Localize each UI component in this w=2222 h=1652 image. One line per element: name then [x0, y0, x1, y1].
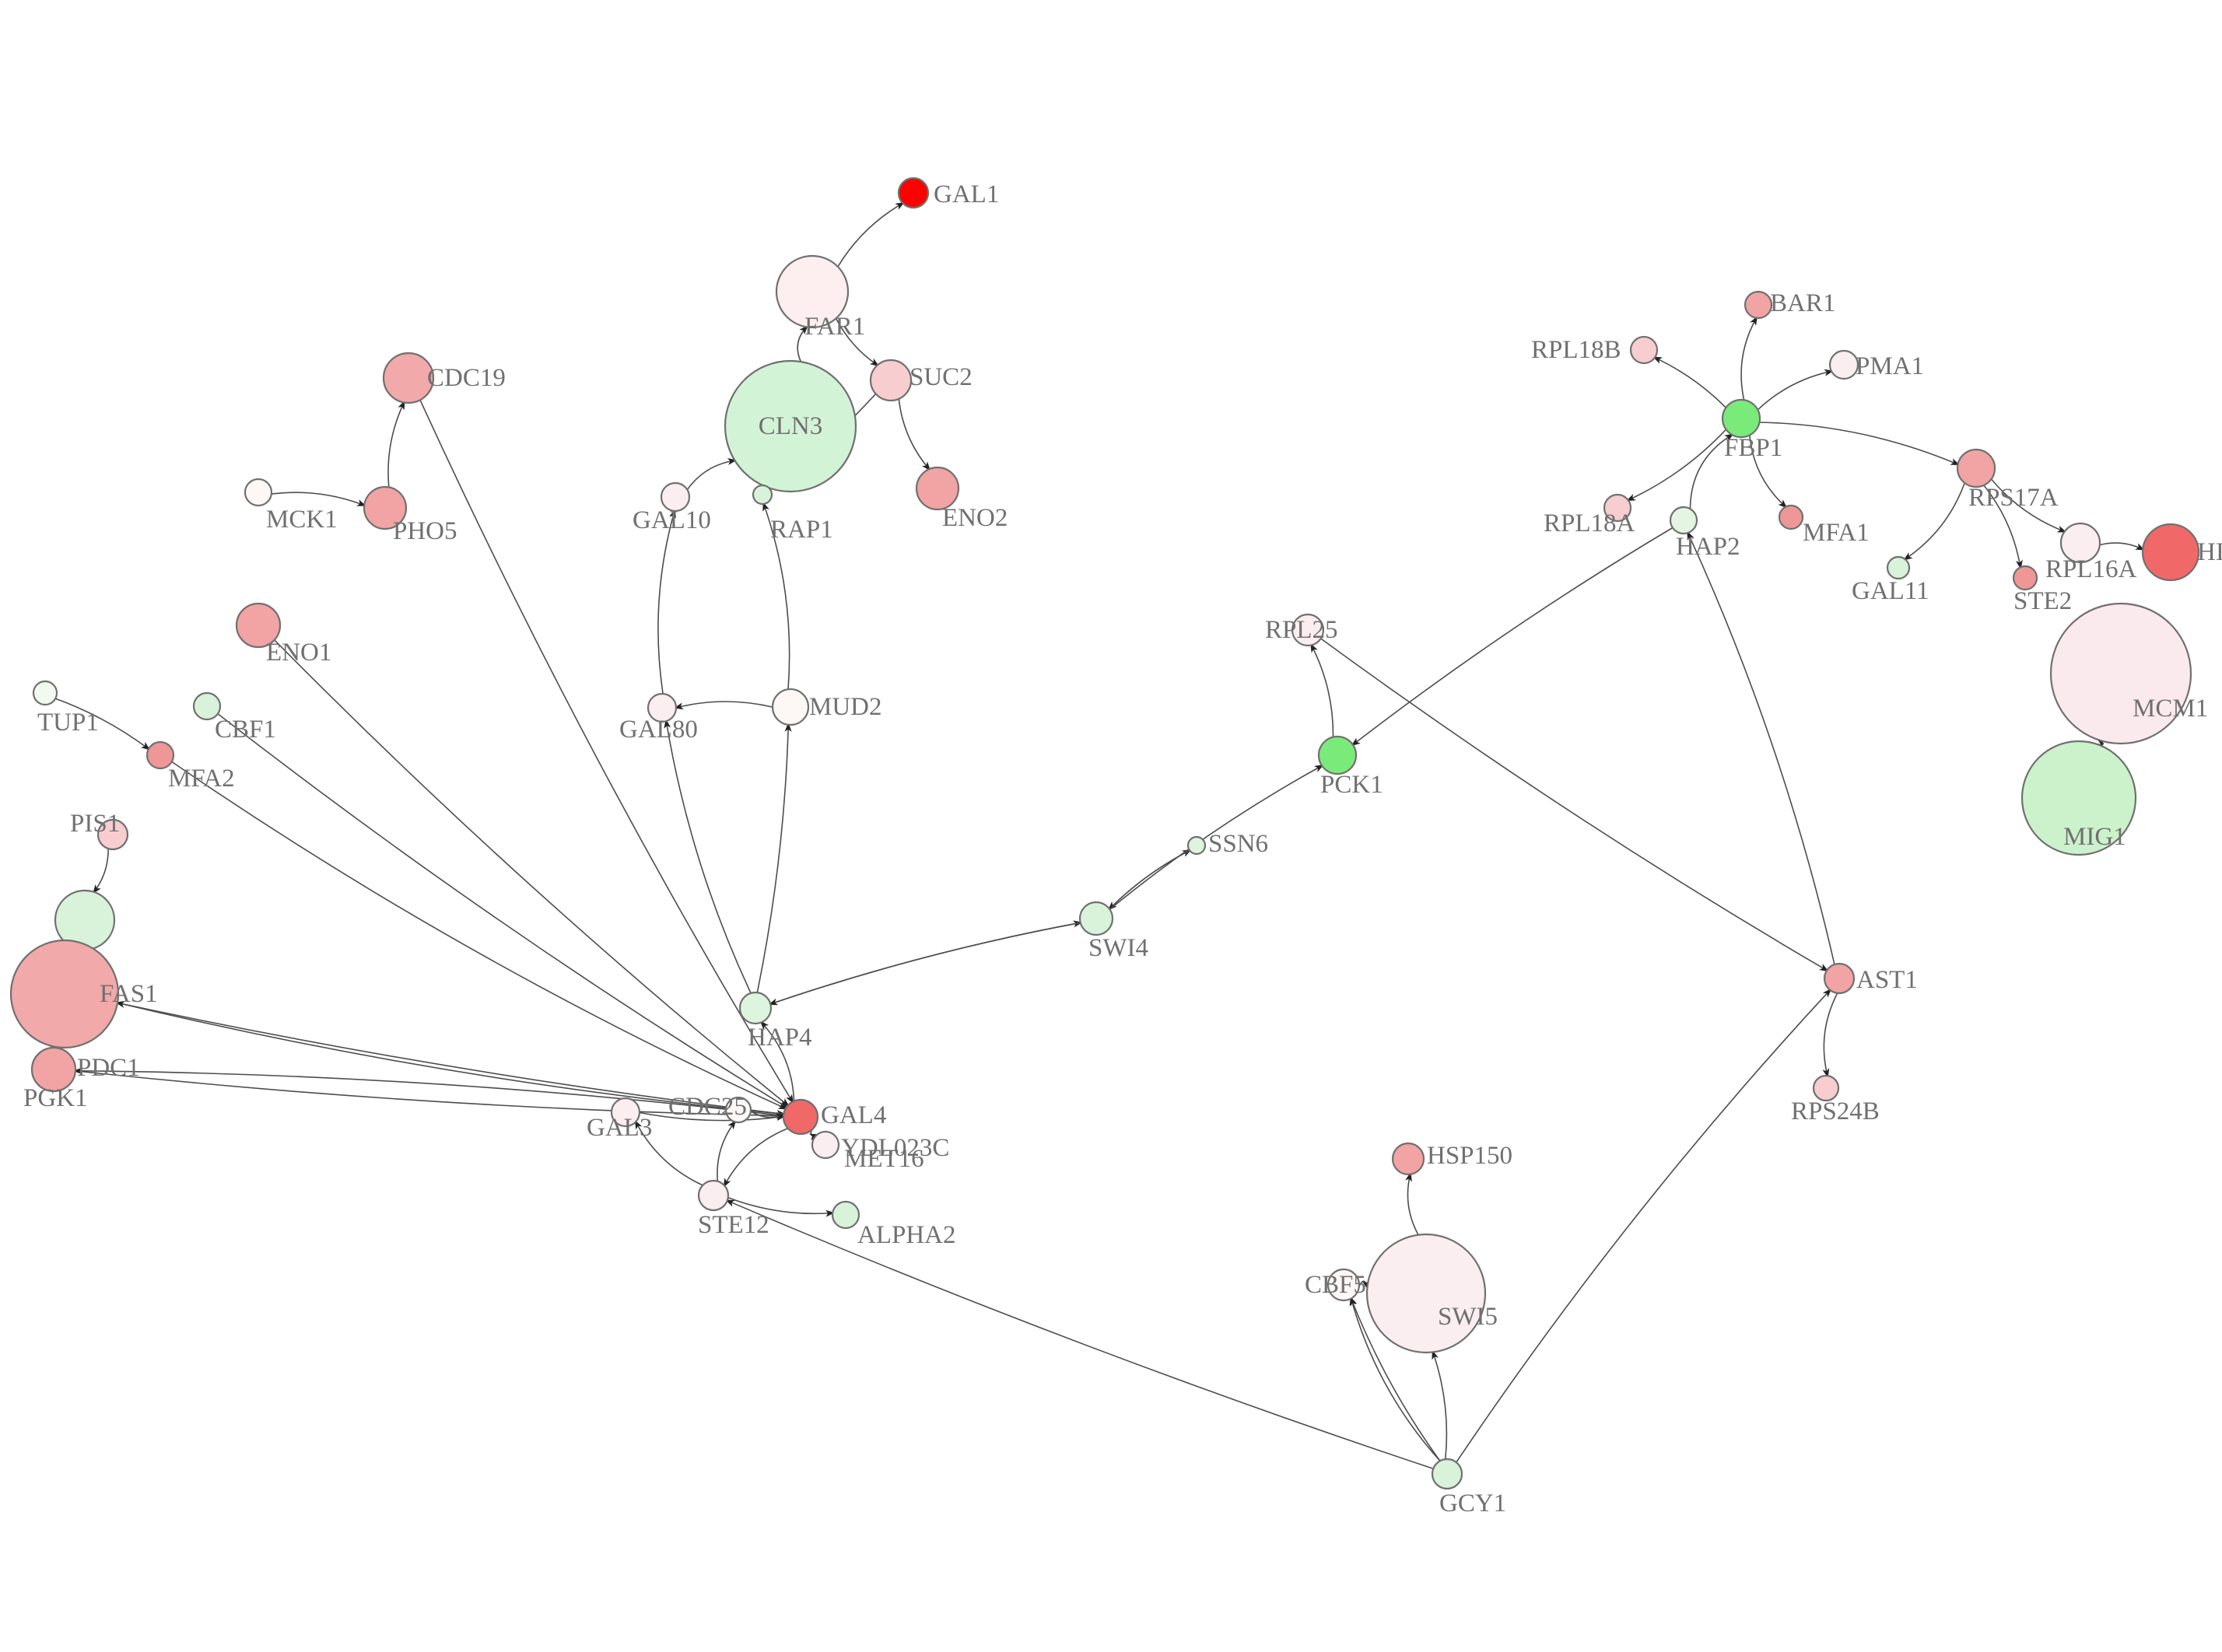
- svg-text:CDC19: CDC19: [427, 364, 506, 392]
- svg-text:PMA1: PMA1: [1856, 352, 1924, 380]
- svg-text:PDC1: PDC1: [77, 1054, 140, 1082]
- svg-text:STE2: STE2: [2013, 587, 2072, 615]
- svg-text:GAL1: GAL1: [934, 180, 999, 208]
- svg-text:RPL16A: RPL16A: [2045, 555, 2137, 583]
- svg-text:SWI5: SWI5: [1438, 1303, 1498, 1331]
- svg-text:HSP150: HSP150: [1427, 1142, 1512, 1170]
- svg-text:PIS1: PIS1: [70, 810, 120, 838]
- svg-text:FAR1: FAR1: [804, 313, 865, 341]
- svg-text:SSN6: SSN6: [1208, 830, 1268, 858]
- svg-text:HIS4: HIS4: [2197, 538, 2222, 566]
- svg-text:ENO1: ENO1: [266, 639, 331, 667]
- svg-text:AST1: AST1: [1856, 966, 1918, 994]
- svg-text:PGK1: PGK1: [23, 1084, 88, 1112]
- svg-text:RPL25: RPL25: [1265, 616, 1338, 644]
- svg-text:CBF1: CBF1: [215, 716, 276, 744]
- svg-text:SWI4: SWI4: [1088, 934, 1148, 962]
- svg-text:HAP2: HAP2: [1676, 533, 1740, 561]
- svg-text:CDC25: CDC25: [668, 1093, 747, 1121]
- svg-text:RPL18A: RPL18A: [1544, 509, 1635, 537]
- svg-text:RPS17A: RPS17A: [1968, 484, 2059, 512]
- svg-text:TUP1: TUP1: [37, 709, 99, 737]
- svg-text:MIG1: MIG1: [2063, 823, 2126, 851]
- svg-text:RPS24B: RPS24B: [1791, 1097, 1880, 1125]
- svg-text:RPL18B: RPL18B: [1531, 336, 1621, 364]
- svg-text:MCM1: MCM1: [2133, 695, 2208, 723]
- svg-text:FBP1: FBP1: [1724, 434, 1782, 462]
- svg-text:MCK1: MCK1: [266, 506, 338, 534]
- svg-text:CLN3: CLN3: [759, 412, 823, 440]
- svg-text:GAL4: GAL4: [821, 1101, 886, 1129]
- svg-text:GAL80: GAL80: [619, 716, 698, 744]
- svg-text:ALPHA2: ALPHA2: [857, 1221, 956, 1249]
- svg-text:CBF5: CBF5: [1305, 1271, 1366, 1299]
- svg-text:HAP4: HAP4: [748, 1024, 812, 1052]
- svg-text:FAS1: FAS1: [100, 980, 158, 1008]
- svg-text:STE12: STE12: [698, 1211, 769, 1239]
- svg-text:GAL11: GAL11: [1852, 577, 1929, 605]
- svg-text:MFA2: MFA2: [168, 765, 235, 793]
- svg-text:SUC2: SUC2: [909, 363, 973, 391]
- svg-text:GAL10: GAL10: [633, 506, 711, 534]
- svg-text:MUD2: MUD2: [809, 693, 882, 721]
- svg-text:PHO5: PHO5: [393, 517, 457, 545]
- svg-text:GCY1: GCY1: [1439, 1489, 1506, 1517]
- svg-text:MET16: MET16: [844, 1145, 924, 1173]
- svg-text:PCK1: PCK1: [1320, 771, 1383, 799]
- svg-text:GAL3: GAL3: [587, 1114, 652, 1142]
- svg-text:RAP1: RAP1: [770, 516, 833, 544]
- svg-text:BAR1: BAR1: [1770, 289, 1835, 317]
- svg-text:MFA1: MFA1: [1803, 519, 1870, 547]
- svg-text:ENO2: ENO2: [942, 504, 1008, 532]
